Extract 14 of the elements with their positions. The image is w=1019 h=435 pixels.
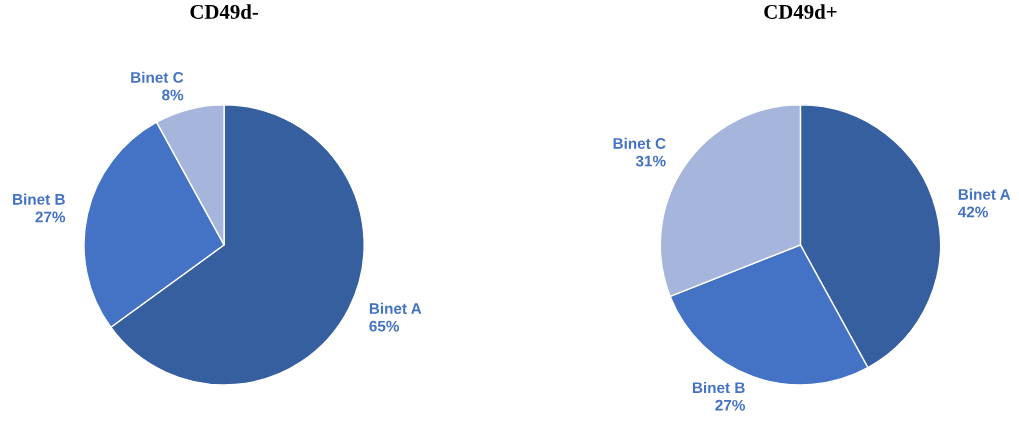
- data-label: 31%: [635, 155, 666, 167]
- data-label: 65%: [369, 320, 400, 332]
- slice-label: Binet A: [369, 302, 422, 314]
- data-label: 27%: [715, 399, 745, 411]
- data-label: 27%: [35, 211, 66, 223]
- data-label: 42%: [958, 206, 988, 218]
- data-label: 8%: [162, 89, 184, 101]
- slice-label: Binet B: [13, 193, 65, 205]
- slice-label: Binet C: [613, 137, 666, 149]
- chart-title: CD49d-: [190, 4, 259, 19]
- slice-label: Binet C: [131, 71, 184, 83]
- slice-label: Binet A: [958, 188, 1011, 200]
- chart-title: CD49d+: [764, 4, 837, 19]
- slice-label: Binet B: [692, 381, 745, 394]
